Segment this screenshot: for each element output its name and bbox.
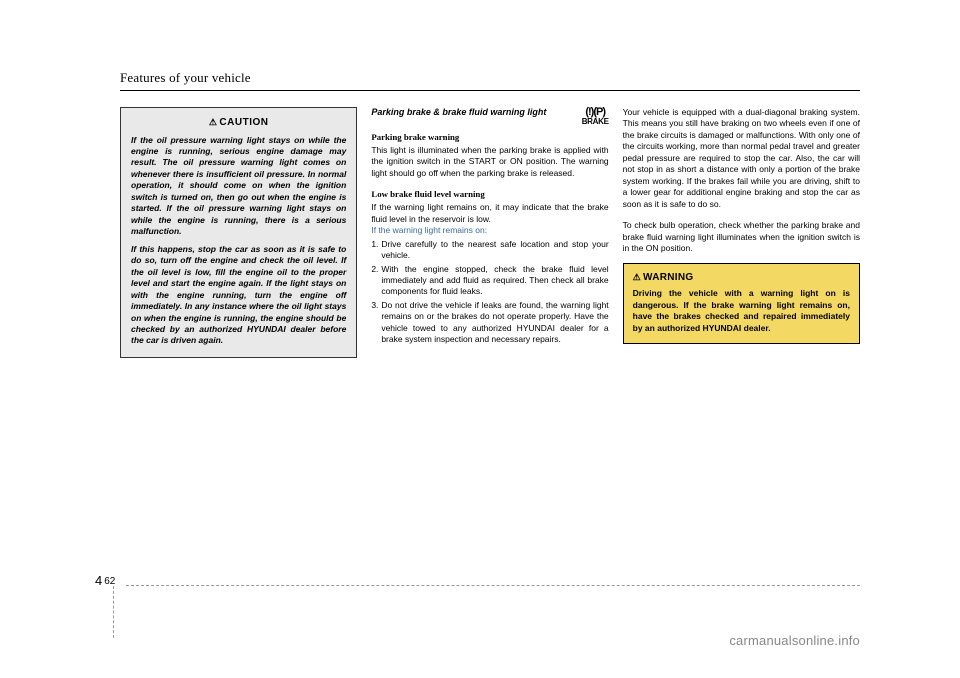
warning-triangle-icon: ⚠ xyxy=(633,271,641,283)
caution-box: ⚠CAUTION If the oil pressure warning lig… xyxy=(120,107,357,358)
page-number: 4 62 xyxy=(95,573,115,588)
list-body: Drive carefully to the nearest safe loca… xyxy=(381,239,608,262)
col3-p2: To check bulb operation, check whether t… xyxy=(623,220,860,254)
parking-brake-title: Parking brake warning xyxy=(371,132,608,144)
caution-title-text: CAUTION xyxy=(219,117,268,128)
manual-page: Features of your vehicle ⚠CAUTION If the… xyxy=(0,0,960,678)
warning-box: ⚠WARNING Driving the vehicle with a warn… xyxy=(623,263,860,344)
warning-title: ⚠WARNING xyxy=(633,271,850,285)
chapter-number: 4 xyxy=(95,573,102,588)
list-item: 1. Drive carefully to the nearest safe l… xyxy=(371,239,608,262)
list-body: Do not drive the vehicle if leaks are fo… xyxy=(381,300,608,346)
dotted-rule-h xyxy=(126,585,860,586)
low-fluid-body1: If the warning light remains on, it may … xyxy=(371,202,608,225)
subhead-row: Parking brake & brake fluid warning ligh… xyxy=(371,107,608,126)
warning-title-text: WARNING xyxy=(643,272,693,283)
watermark-line: If the warning light remains on: xyxy=(371,225,608,236)
list-num: 1. xyxy=(371,239,381,262)
page-num: 62 xyxy=(104,576,115,587)
column-3: Your vehicle is equipped with a dual-dia… xyxy=(623,107,860,358)
footer-watermark: carmanualsonline.info xyxy=(729,633,860,648)
brake-icon-text: BRAKE xyxy=(582,118,609,126)
low-fluid-title: Low brake fluid level warning xyxy=(371,189,608,201)
header-rule xyxy=(120,90,860,91)
caution-p1: If the oil pressure warning light stays … xyxy=(131,135,346,238)
warning-triangle-icon: ⚠ xyxy=(209,116,218,128)
list-item: 2. With the engine stopped, check the br… xyxy=(371,264,608,298)
content-columns: ⚠CAUTION If the oil pressure warning lig… xyxy=(120,107,860,358)
warning-body: Driving the vehicle with a warning light… xyxy=(633,288,850,334)
brake-warning-icon: (!)(P) BRAKE xyxy=(582,107,609,126)
column-1: ⚠CAUTION If the oil pressure warning lig… xyxy=(120,107,357,358)
caution-body: If the oil pressure warning light stays … xyxy=(131,135,346,347)
parking-brake-body: This light is illuminated when the parki… xyxy=(371,145,608,179)
section-header: Features of your vehicle xyxy=(120,70,860,86)
col3-p1: Your vehicle is equipped with a dual-dia… xyxy=(623,107,860,210)
caution-p2: If this happens, stop the car as soon as… xyxy=(131,244,346,347)
dotted-rule-v xyxy=(113,586,114,638)
column-2: Parking brake & brake fluid warning ligh… xyxy=(371,107,608,358)
list-num: 2. xyxy=(371,264,381,298)
brake-subhead: Parking brake & brake fluid warning ligh… xyxy=(371,107,546,119)
list-body: With the engine stopped, check the brake… xyxy=(381,264,608,298)
list-item: 3. Do not drive the vehicle if leaks are… xyxy=(371,300,608,346)
list-num: 3. xyxy=(371,300,381,346)
caution-title: ⚠CAUTION xyxy=(131,116,346,130)
